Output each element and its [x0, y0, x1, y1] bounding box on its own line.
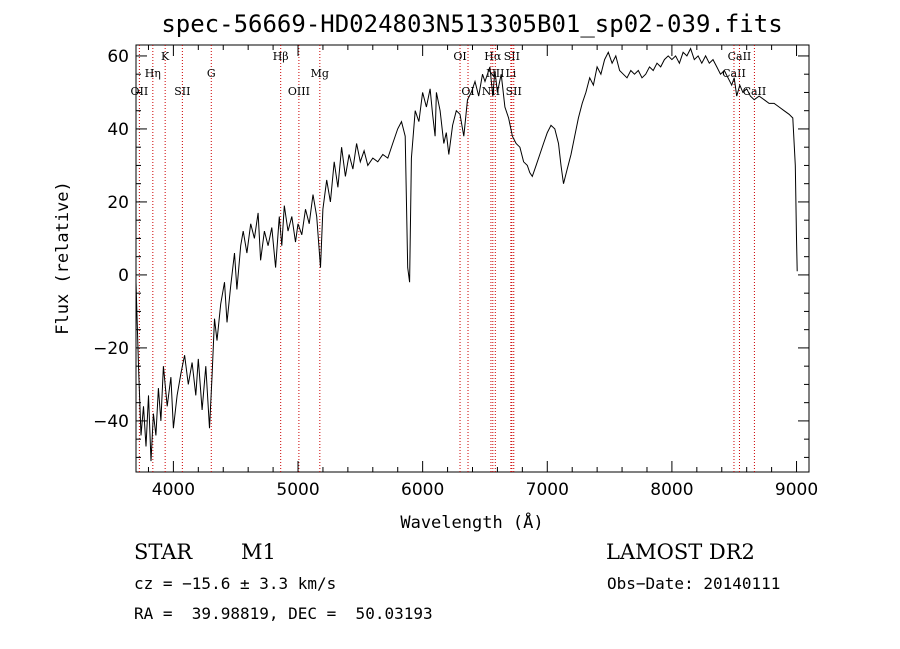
line-marker-label: Hα [484, 50, 502, 63]
y-tick-label: −20 [93, 339, 129, 359]
survey-name: LAMOST DR2 [606, 540, 755, 564]
observation-date: Obs−Date: 20140111 [607, 574, 781, 593]
line-marker-label: G [207, 67, 216, 80]
x-tick-label: 7000 [526, 480, 569, 500]
line-marker-label: Mg [311, 67, 329, 80]
object-subclass: M1 [241, 540, 276, 564]
x-axis-label: Wavelength (Å) [400, 511, 543, 533]
y-tick-label: 0 [118, 266, 129, 286]
line-marker-label: OII [131, 85, 149, 98]
line-marker-label: OI [453, 50, 466, 63]
line-marker-label: SII [506, 85, 522, 98]
x-tick-label: 4000 [152, 480, 195, 500]
line-marker-label: OI [461, 85, 474, 98]
axes: 4000 5000 6000 7000 8000 9000 −40 −20 0 20 40 60 [93, 45, 818, 500]
x-tick-label: 5000 [276, 480, 319, 500]
x-tick-label: 6000 [401, 480, 444, 500]
line-marker-label: SII [174, 85, 190, 98]
line-marker-label: CaII [728, 50, 752, 63]
plot-frame [135, 44, 810, 473]
line-marker-label: Hβ [273, 50, 289, 63]
spectrum-series-line [135, 47, 798, 462]
x-tick-label: 9000 [775, 480, 818, 500]
y-tick-label: 40 [107, 120, 129, 140]
object-class: STAR [134, 540, 193, 564]
y-tick-label: 20 [107, 193, 129, 213]
line-marker-label: OIII [288, 85, 310, 98]
y-axis-label: Flux (relative) [53, 181, 73, 335]
line-marker-label: NII [482, 85, 500, 98]
coordinates: RA = 39.98819, DEC = 50.03193 [134, 604, 433, 623]
line-marker-label: Hη [145, 67, 161, 80]
x-tick-label: 8000 [650, 480, 693, 500]
line-marker-label: K [161, 50, 170, 63]
line-marker-label: CaII [722, 67, 746, 80]
redshift-cz: cz = −15.6 ± 3.3 km/s [134, 574, 337, 593]
line-marker-label: Li [505, 67, 516, 80]
line-marker-label: SII [504, 50, 520, 63]
line-marker-label: CaII [743, 85, 767, 98]
y-tick-label: 60 [107, 47, 129, 67]
chart-title: spec-56669-HD024803N513305B01_sp02-039.f… [161, 10, 782, 38]
y-tick-label: −40 [93, 412, 129, 432]
